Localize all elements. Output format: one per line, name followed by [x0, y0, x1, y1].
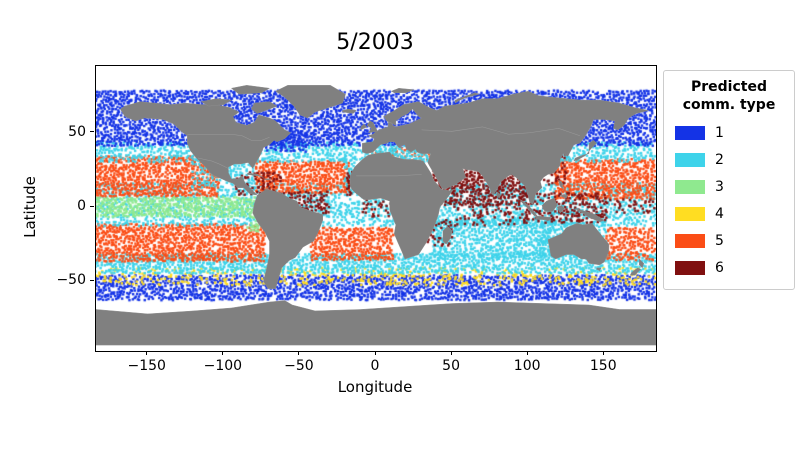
landmass-south-america: [252, 188, 323, 289]
x-tick-mark: [298, 351, 300, 355]
border-sahara: [356, 174, 422, 177]
landmass-australia: [547, 223, 610, 266]
y-tick-mark: [90, 205, 94, 207]
x-tick-mark: [146, 351, 148, 355]
landmass-tasmania: [596, 267, 602, 272]
x-tick-label: 100: [513, 358, 541, 374]
legend-swatch-2: [675, 152, 705, 167]
landmass-sulawesi: [556, 205, 566, 214]
y-tick-mark: [90, 131, 94, 133]
y-tick-label: −50: [56, 272, 86, 289]
landmass-new-zealand-north: [639, 258, 645, 269]
landmass-novaya-zemlya: [454, 92, 481, 104]
legend-item-3: 3: [673, 173, 785, 200]
map-axes: [95, 65, 657, 352]
landmass-hispaniola: [263, 178, 272, 181]
legend-label-5: 5: [715, 232, 724, 249]
legend-swatch-6: [675, 260, 705, 275]
legend-item-4: 4: [673, 200, 785, 227]
x-tick-label: 0: [370, 358, 380, 374]
x-axis-label: Longitude: [337, 378, 413, 396]
world-land-layer: [96, 85, 656, 346]
country-borders: [187, 126, 581, 177]
landmass-victoria-island: [200, 98, 233, 107]
x-tick-mark: [374, 351, 376, 355]
legend-swatch-4: [675, 206, 705, 221]
y-tick-label: 0: [77, 198, 86, 215]
x-tick-mark: [602, 351, 604, 355]
y-axis-label: Latitude: [21, 176, 39, 238]
y-tick-mark: [90, 279, 94, 281]
landmass-sri-lanka: [495, 191, 502, 199]
x-tick-label: 50: [442, 358, 460, 374]
x-tick-label: −50: [284, 358, 314, 374]
landmass-ellesmere-island: [230, 85, 271, 95]
landmass-baffin-island: [250, 101, 278, 114]
landmass-luzon: [558, 179, 564, 190]
x-tick-label: 150: [589, 358, 617, 374]
legend-item-2: 2: [673, 146, 785, 173]
chart-title: 5/2003: [336, 30, 414, 55]
landmass-north-america: [120, 101, 292, 196]
landmass-eurasia: [362, 91, 649, 205]
landmass-ireland: [360, 123, 368, 131]
legend-title-line-1: Predicted: [691, 79, 767, 95]
landmass-cuba: [246, 172, 264, 178]
legend-item-5: 5: [673, 227, 785, 254]
legend-item-6: 6: [673, 254, 785, 281]
landmass-iceland: [342, 108, 357, 114]
legend-swatch-5: [675, 233, 705, 248]
y-tick-label: 50: [68, 123, 86, 140]
landmass-sumatra: [519, 198, 538, 217]
legend-swatch-3: [675, 179, 705, 194]
legend-title-line-2: comm. type: [682, 97, 776, 114]
x-tick-label: −150: [127, 358, 166, 374]
x-tick-mark: [526, 351, 528, 355]
legend-label-2: 2: [715, 151, 724, 168]
landmass-mindanao: [561, 194, 569, 199]
landmass-new-zealand-south: [629, 267, 642, 276]
border-us-canada: [187, 134, 270, 141]
x-tick-mark: [222, 351, 224, 355]
x-tick-label: −100: [203, 358, 243, 374]
legend-label-6: 6: [715, 259, 724, 276]
legend-label-4: 4: [715, 205, 724, 222]
landmass-java: [535, 215, 552, 221]
landmass-great-britain: [366, 120, 378, 134]
border-us-mexico: [197, 157, 229, 169]
landmass-svalbard: [390, 88, 415, 93]
legend-label-1: 1: [715, 124, 724, 141]
landmass-new-guinea: [575, 208, 605, 223]
landmass-borneo: [541, 197, 558, 212]
landmass-africa: [349, 151, 455, 260]
legend-label-3: 3: [715, 178, 724, 195]
legend-title: Predicted comm. type: [673, 78, 785, 114]
landmass-greenland: [275, 85, 346, 119]
landmass-madagascar: [442, 225, 453, 245]
x-tick-mark: [450, 351, 452, 355]
legend-swatch-1: [675, 125, 705, 140]
border-russia-south: [421, 126, 581, 137]
legend: Predicted comm. type 1 2 3 4 5 6: [663, 70, 795, 291]
legend-item-1: 1: [673, 119, 785, 146]
landmass-japan: [573, 139, 597, 162]
continents: [96, 85, 656, 346]
landmass-antarctica: [96, 300, 656, 346]
